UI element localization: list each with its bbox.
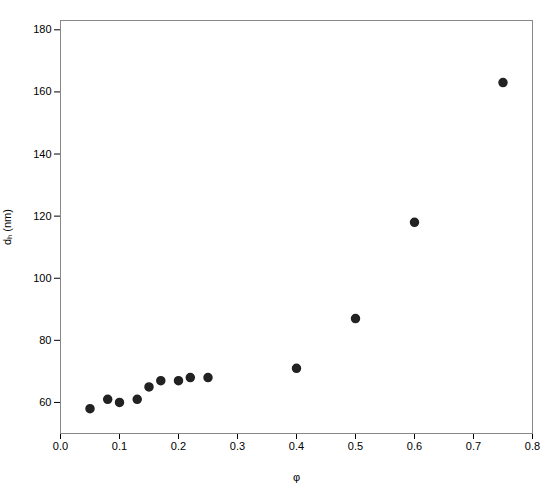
svg-text:φ: φ: [293, 471, 300, 483]
svg-text:0.2: 0.2: [171, 440, 186, 452]
svg-text:0.5: 0.5: [348, 440, 363, 452]
svg-text:dₕ (nm): dₕ (nm): [1, 209, 13, 245]
svg-text:0.0: 0.0: [53, 440, 68, 452]
svg-text:0.6: 0.6: [407, 440, 422, 452]
svg-text:100: 100: [33, 272, 51, 284]
svg-text:140: 140: [33, 148, 51, 160]
svg-text:0.8: 0.8: [525, 440, 540, 452]
svg-text:120: 120: [33, 210, 51, 222]
svg-text:0.1: 0.1: [112, 440, 127, 452]
svg-text:160: 160: [33, 85, 51, 97]
svg-text:0.7: 0.7: [466, 440, 481, 452]
svg-text:80: 80: [39, 334, 51, 346]
svg-text:0.3: 0.3: [230, 440, 245, 452]
svg-text:0.4: 0.4: [289, 440, 304, 452]
svg-text:180: 180: [33, 23, 51, 35]
svg-text:60: 60: [39, 396, 51, 408]
